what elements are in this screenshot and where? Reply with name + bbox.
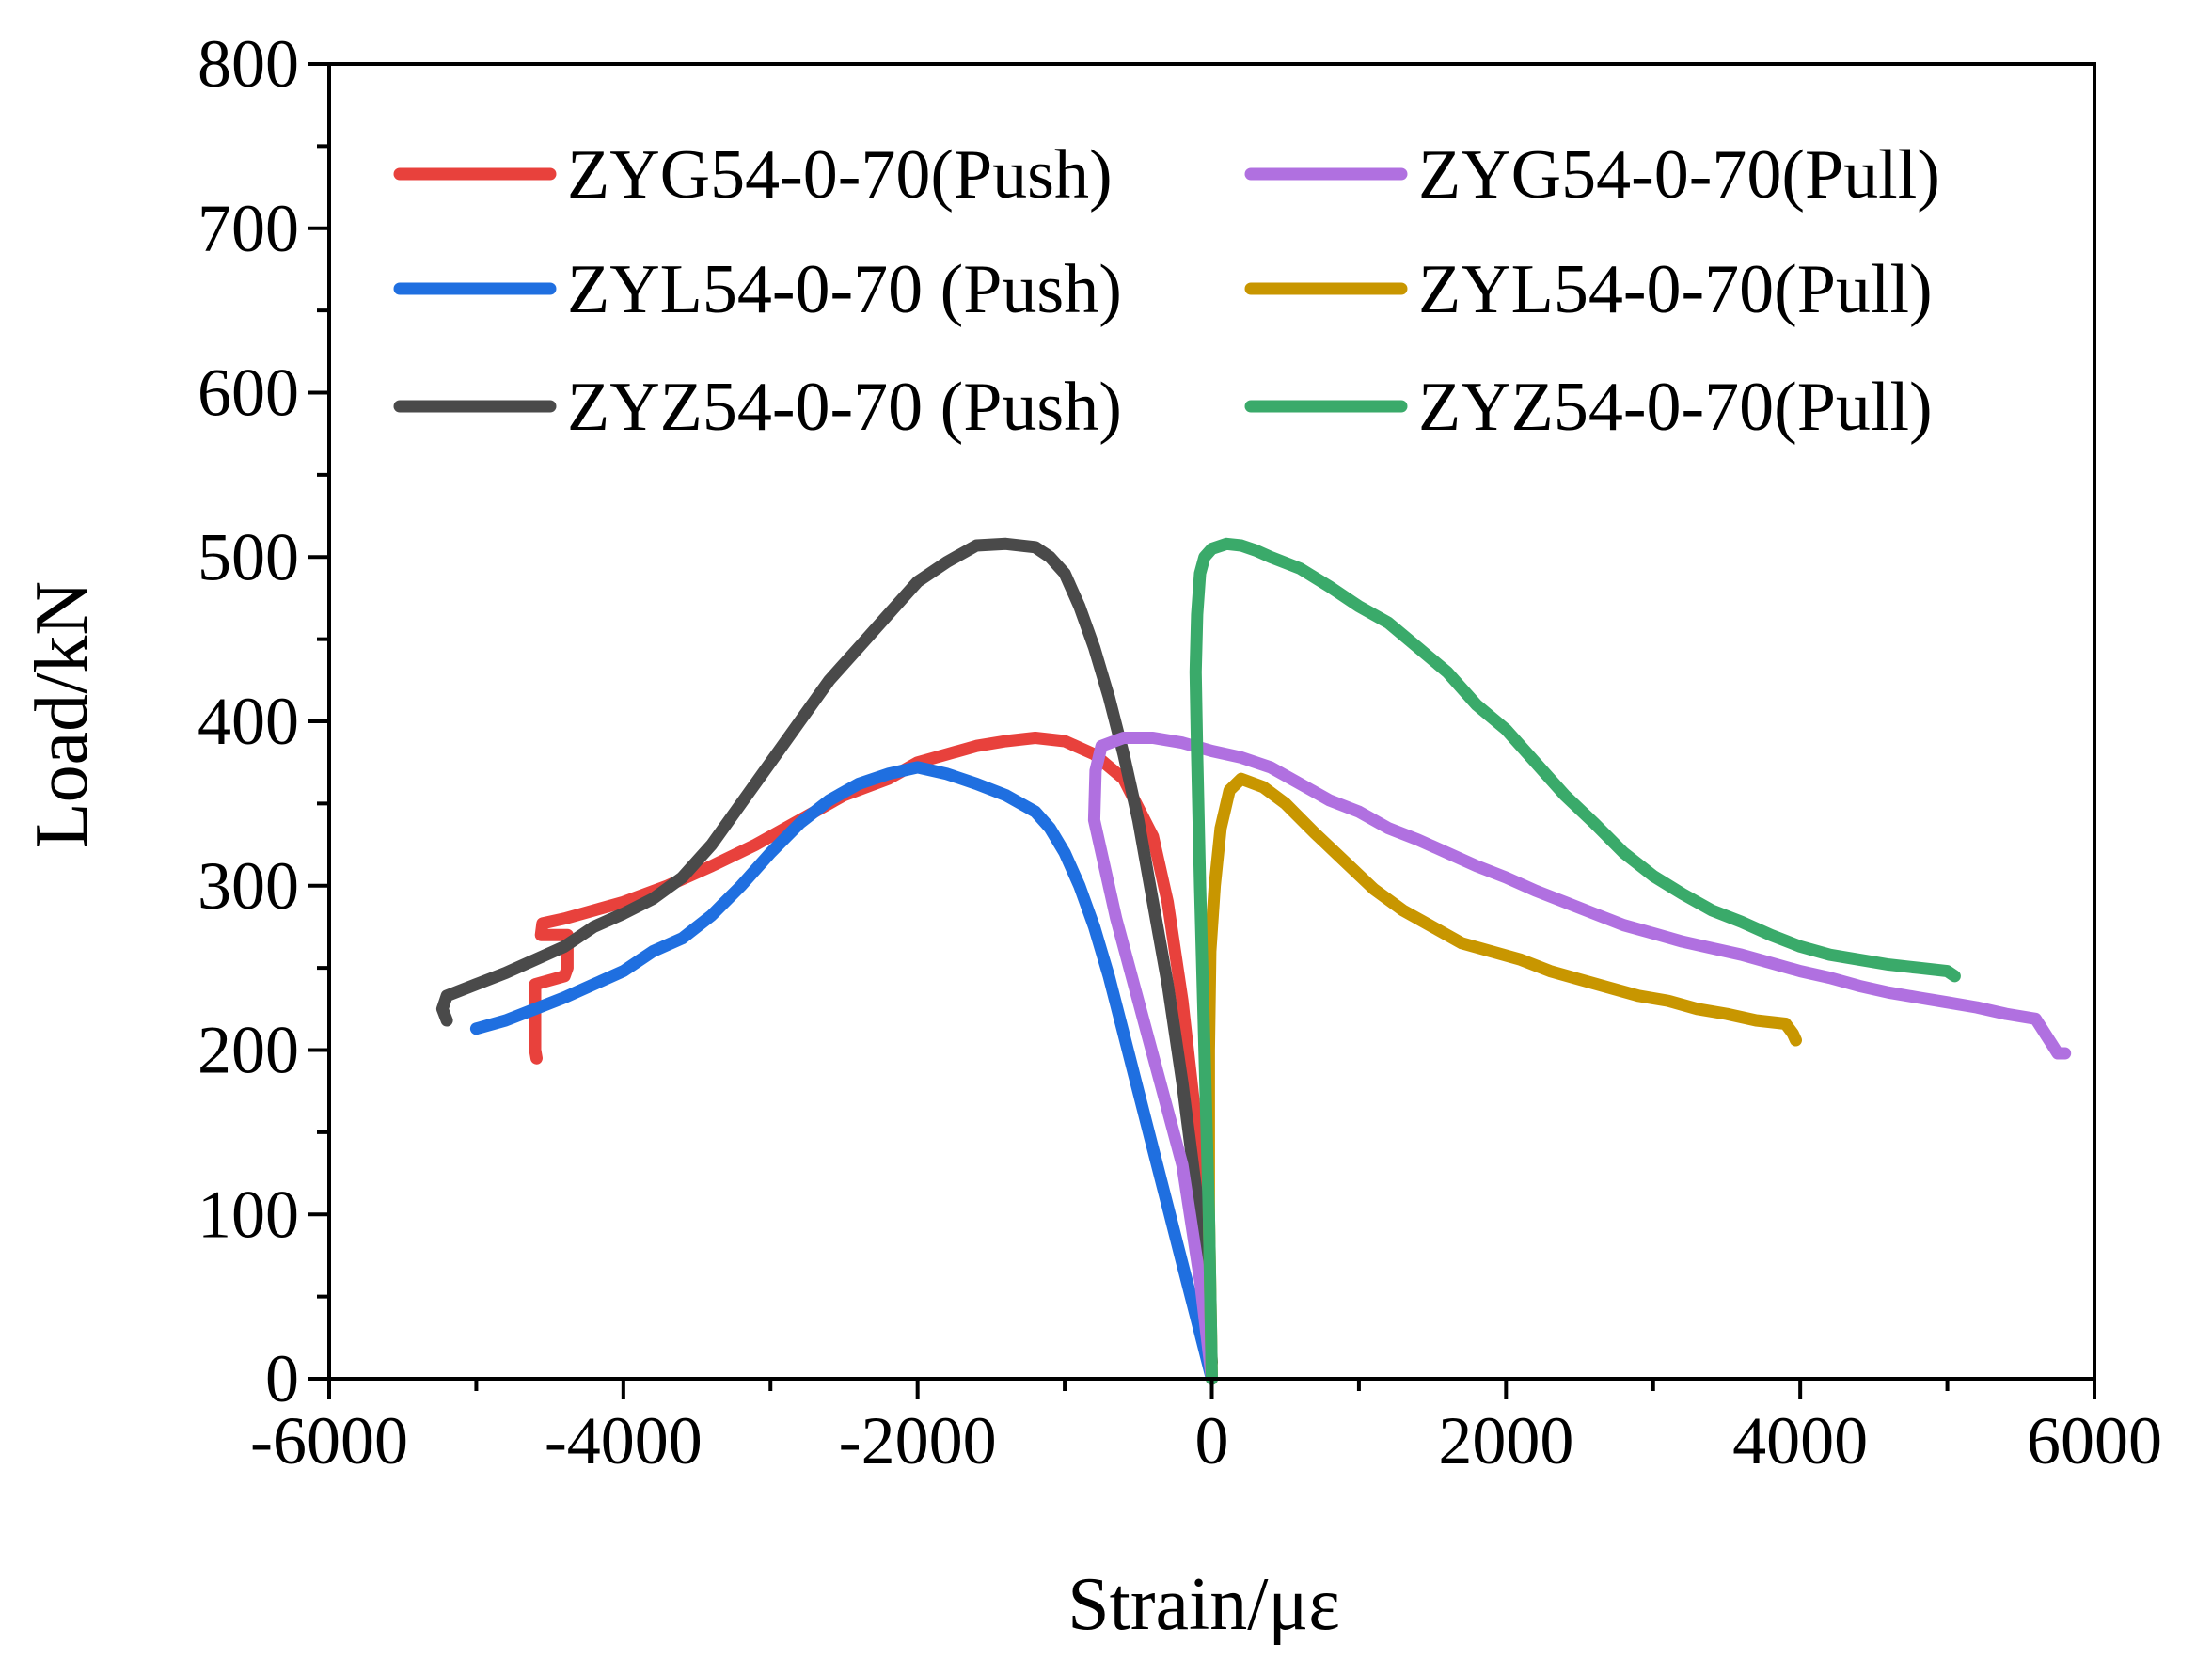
x-tick-label: 2000 — [1438, 1403, 1573, 1478]
series-line-3 — [1087, 732, 2072, 1385]
y-tick-label: 200 — [198, 1013, 299, 1088]
x-tick-label: 0 — [1195, 1403, 1229, 1478]
y-axis-title: Load/kN — [21, 581, 103, 848]
series-line-5 — [1189, 537, 1961, 1385]
legend-entry-0: ZYG54-0-70(Push) — [393, 136, 1113, 213]
series-line-2 — [435, 537, 1218, 1368]
y-tick-label: 600 — [198, 356, 299, 431]
legend-label: ZYL54-0-70 (Push) — [567, 251, 1122, 328]
legend-entry-5: ZYZ54-0-70(Pull) — [1244, 369, 1933, 446]
series-line-4 — [1202, 772, 1802, 1385]
legend-entry-3: ZYG54-0-70(Pull) — [1244, 136, 1940, 213]
y-tick-label: 800 — [198, 26, 299, 102]
legend-label: ZYL54-0-70(Pull) — [1418, 251, 1933, 328]
x-axis-title: Strain/με — [1067, 1563, 1340, 1646]
x-tick-label: -6000 — [250, 1403, 408, 1478]
legend-label: ZYZ54-0-70(Pull) — [1418, 369, 1933, 446]
legend-label: ZYG54-0-70(Push) — [567, 136, 1113, 213]
legend: ZYG54-0-70(Push) ZYG54-0-70(Pull) ZYL54-0-… — [393, 136, 1940, 446]
legend-entry-4: ZYL54-0-70(Pull) — [1244, 251, 1933, 328]
y-tick-label: 700 — [198, 191, 299, 266]
y-tick-label: 100 — [198, 1177, 299, 1252]
series-line-1 — [469, 761, 1218, 1385]
x-tick-label: 4000 — [1732, 1403, 1868, 1478]
x-tick-label: -2000 — [839, 1403, 997, 1478]
legend-label: ZYG54-0-70(Pull) — [1418, 136, 1940, 213]
x-tick-label: -4000 — [545, 1403, 703, 1478]
legend-entry-1: ZYL54-0-70 (Push) — [393, 251, 1122, 328]
axes-layer: -6000 -4000 -2000 0 2000 4000 6000 0 100 200 300 40… — [198, 26, 2162, 1478]
y-tick-label: 0 — [265, 1341, 299, 1416]
y-tick-label: 500 — [198, 519, 299, 594]
legend-label: ZYZ54-0-70 (Push) — [567, 369, 1122, 446]
y-tick-label: 300 — [198, 848, 299, 924]
legend-entry-2: ZYZ54-0-70 (Push) — [393, 369, 1122, 446]
series-layer — [435, 537, 2072, 1385]
y-tick-label: 400 — [198, 684, 299, 759]
series-line-0 — [529, 732, 1218, 1385]
x-tick-label: 6000 — [2027, 1403, 2162, 1478]
